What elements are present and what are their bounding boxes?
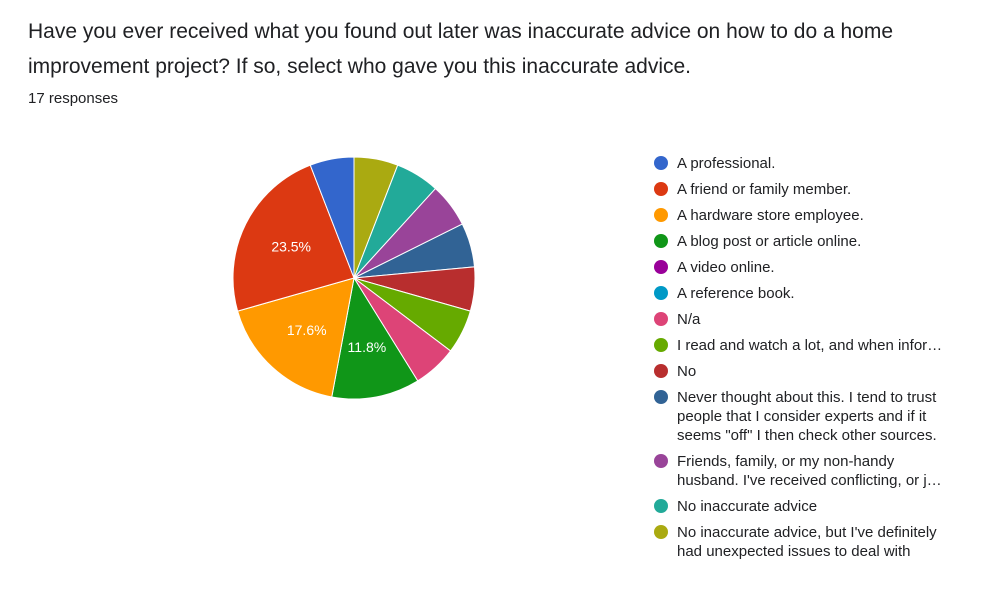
legend-swatch xyxy=(654,234,668,248)
pie-slice xyxy=(237,277,355,398)
legend-swatch xyxy=(654,499,668,513)
legend-label: Never thought about this. I tend to trus… xyxy=(677,389,937,444)
legend-swatch xyxy=(654,312,668,326)
legend-swatch xyxy=(654,260,668,274)
slice-percent-label: 17.6% xyxy=(287,322,327,338)
legend-item: A reference book. xyxy=(654,284,984,303)
legend-swatch xyxy=(654,390,668,404)
response-count: 17 responses xyxy=(28,90,119,107)
slice-percent-label: 23.5% xyxy=(271,239,311,255)
pie-chart: 11.8% 17.6% 23.5% xyxy=(232,156,476,400)
legend-swatch xyxy=(654,182,668,196)
legend-item: No xyxy=(654,362,984,381)
legend-item: Friends, family, or my non-handy husband… xyxy=(654,452,984,490)
legend-item: A friend or family member. xyxy=(654,180,984,199)
legend-swatch xyxy=(654,364,668,378)
legend-item: No inaccurate advice xyxy=(654,497,984,516)
question-title: Have you ever received what you found ou… xyxy=(28,20,894,78)
pie-slice xyxy=(331,276,419,400)
legend-label: No xyxy=(677,363,697,380)
legend-label: I read and watch a lot, and when infor… xyxy=(677,337,943,354)
legend-label: No inaccurate advice xyxy=(677,498,818,515)
legend-label: Friends, family, or my non-handy husband… xyxy=(677,453,942,489)
legend-label: A video online. xyxy=(677,259,775,276)
legend-item: A professional. xyxy=(654,154,984,173)
legend-item: I read and watch a lot, and when infor… xyxy=(654,336,984,355)
slice-percent-label: 11.8% xyxy=(348,339,387,355)
legend-label: A hardware store employee. xyxy=(677,207,864,224)
legend-label: N/a xyxy=(677,311,701,328)
legend-item: No inaccurate advice, but I've definitel… xyxy=(654,523,984,561)
legend-swatch xyxy=(654,156,668,170)
legend-item: Never thought about this. I tend to trus… xyxy=(654,388,984,445)
legend-label: A blog post or article online. xyxy=(677,233,862,250)
legend-swatch xyxy=(654,454,668,468)
legend-item: A hardware store employee. xyxy=(654,206,984,225)
pie-slice xyxy=(309,156,355,279)
legend-swatch xyxy=(654,286,668,300)
legend-label: A friend or family member. xyxy=(677,181,852,198)
pie-slice xyxy=(232,164,355,312)
legend-swatch xyxy=(654,338,668,352)
legend-item: N/a xyxy=(654,310,984,329)
legend-item: A video online. xyxy=(654,258,984,277)
legend-swatch xyxy=(654,208,668,222)
legend-swatch xyxy=(654,525,668,539)
legend-label: No inaccurate advice, but I've definitel… xyxy=(677,524,937,560)
legend-label: A reference book. xyxy=(677,285,795,302)
legend-label: A professional. xyxy=(677,155,776,172)
chart-legend: A professional. A friend or family member… xyxy=(654,154,984,568)
legend-item: A blog post or article online. xyxy=(654,232,984,251)
